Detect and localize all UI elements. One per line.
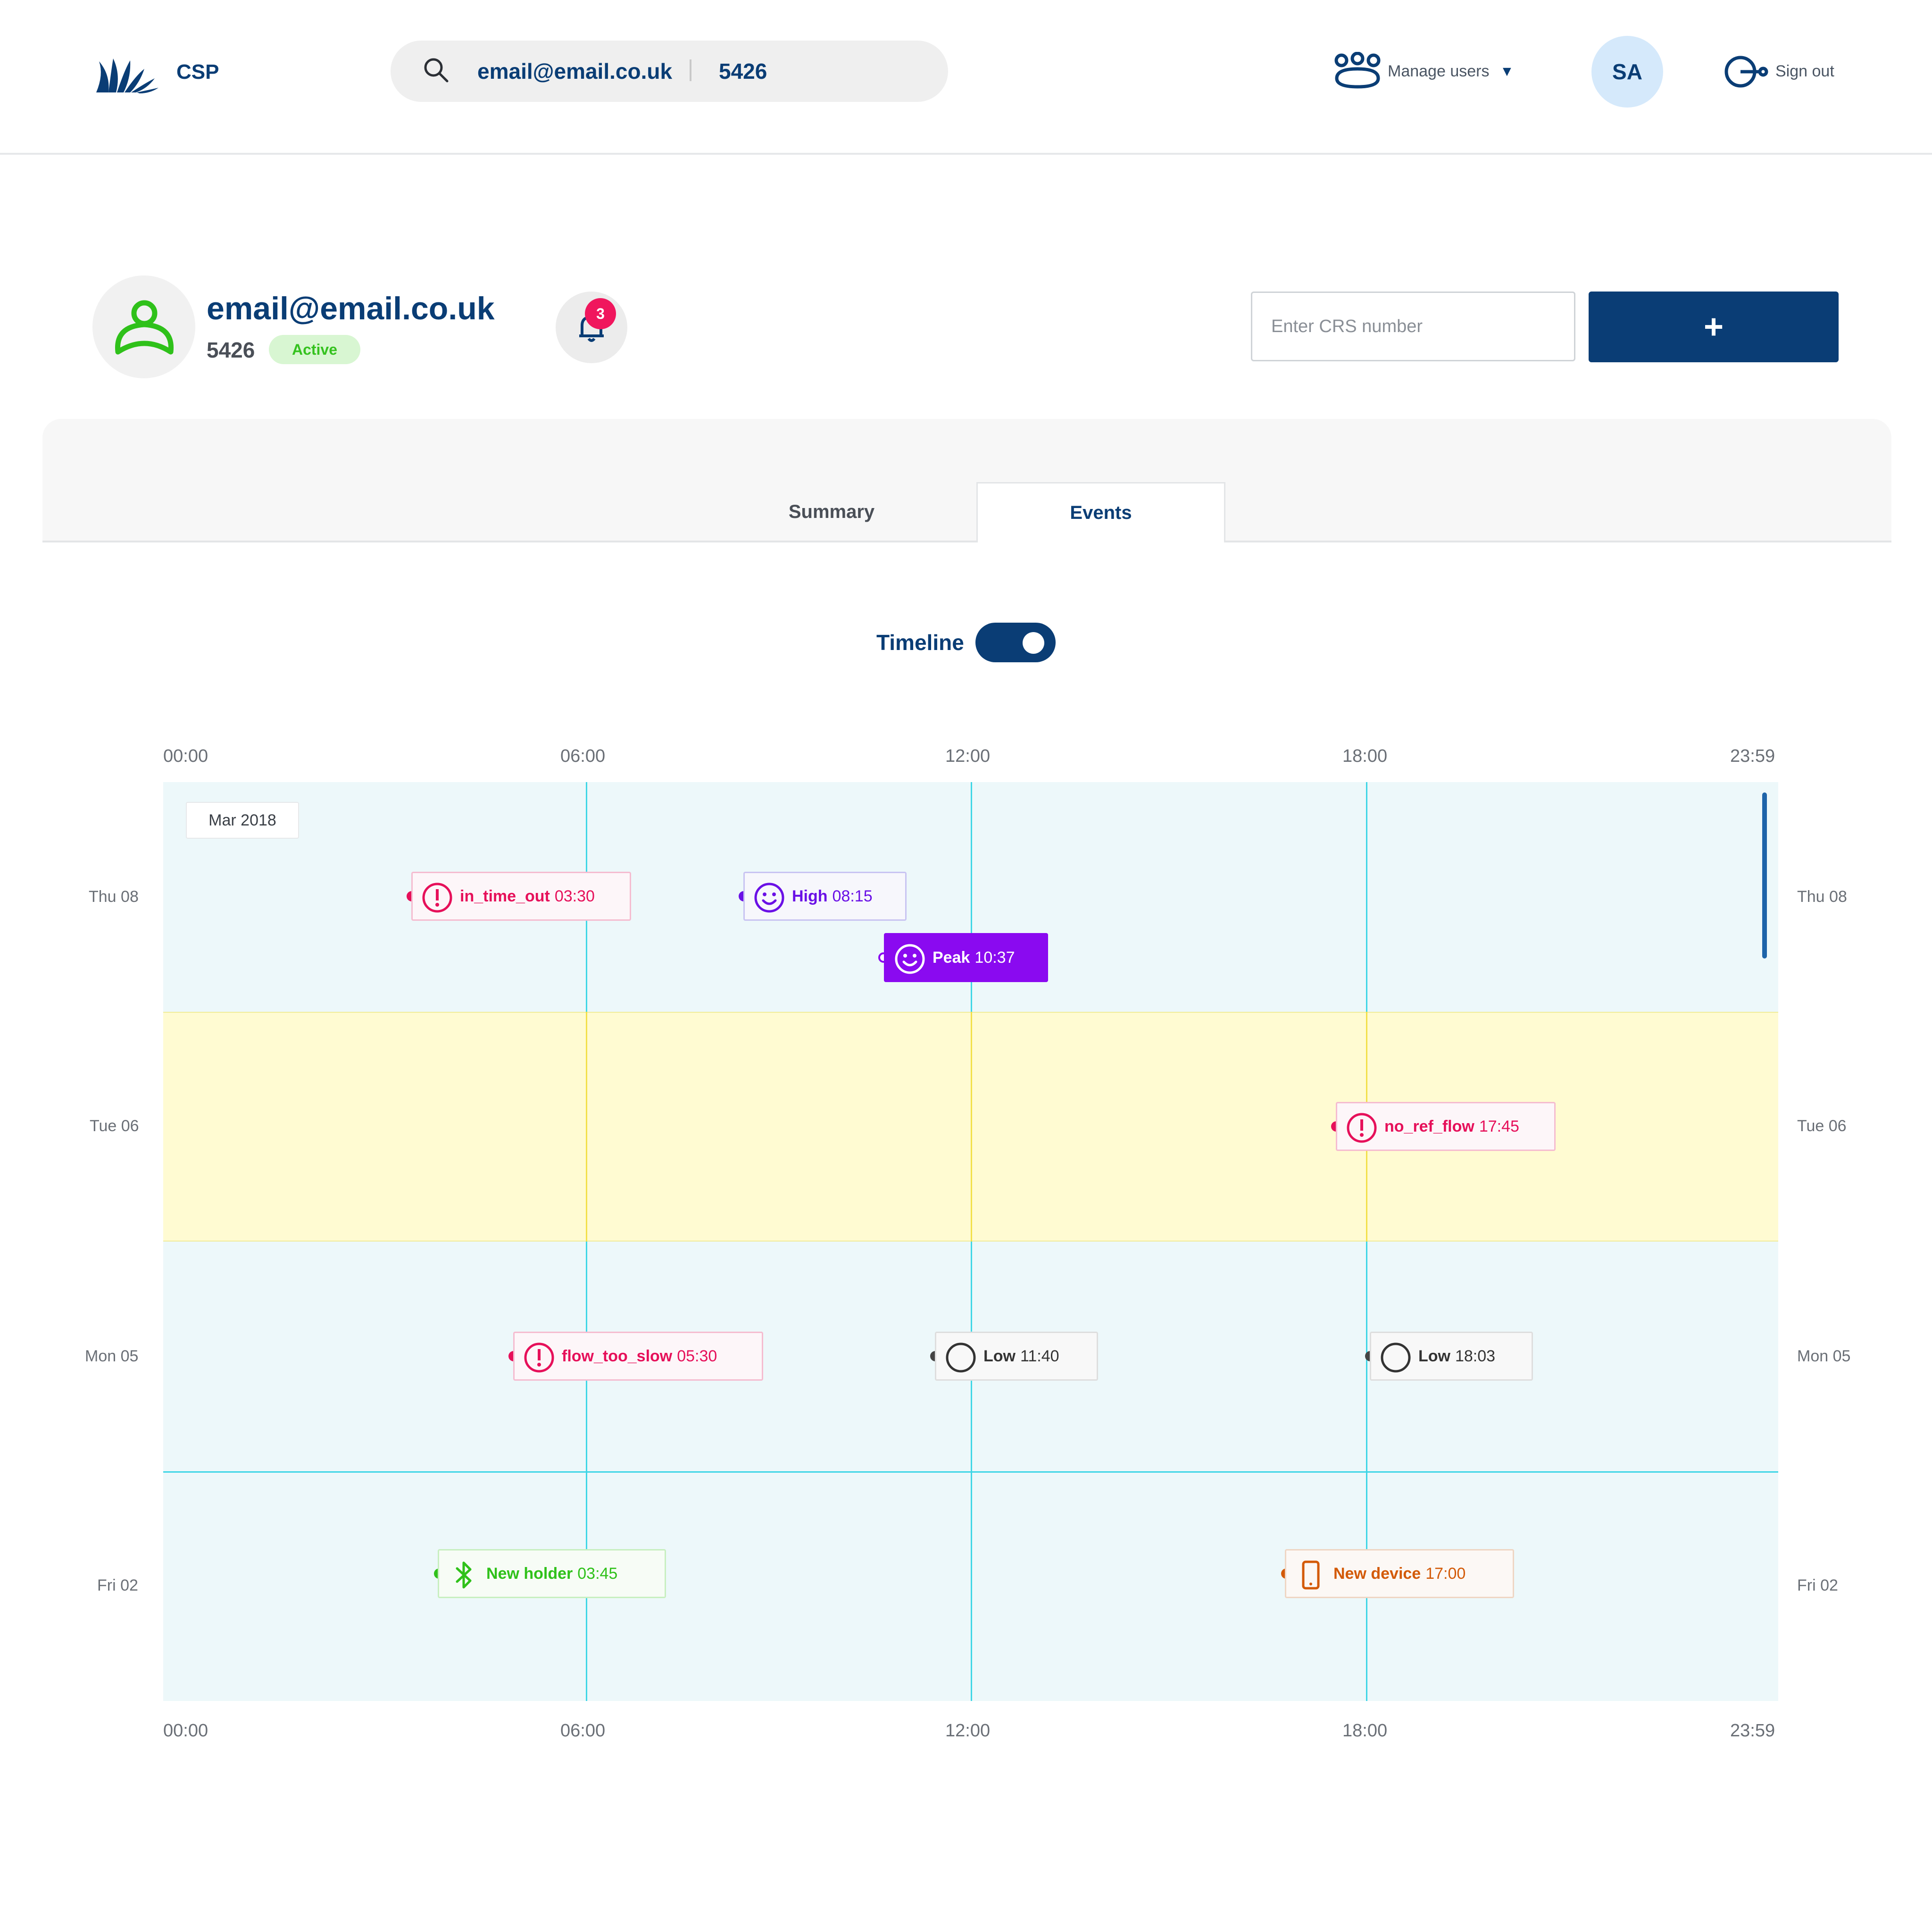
- smiley-icon: [895, 944, 925, 974]
- search-divider: [690, 59, 691, 81]
- event-chip-low[interactable]: Low 18:03: [1370, 1332, 1533, 1381]
- hour-label-bottom: 00:00: [163, 1721, 208, 1741]
- event-time: 08:15: [832, 887, 873, 905]
- day-label-right: Fri 02: [1797, 1576, 1838, 1594]
- event-name: Low: [983, 1347, 1016, 1365]
- user-icon: [115, 300, 174, 355]
- gridline-18: [1366, 782, 1367, 1701]
- manage-users-icon[interactable]: [1331, 52, 1384, 90]
- circle-icon: [1381, 1342, 1411, 1373]
- timeline-toggle-label: Timeline: [876, 630, 964, 655]
- gridline-06-highlight: [586, 1012, 587, 1242]
- event-time: 17:00: [1425, 1564, 1466, 1583]
- event-chip-new-device[interactable]: New device 17:00: [1285, 1549, 1514, 1598]
- search-id-value[interactable]: 5426: [719, 59, 767, 83]
- event-time: 17:45: [1479, 1117, 1519, 1135]
- event-name: New holder: [486, 1564, 573, 1583]
- hour-label-bottom: 18:00: [1342, 1721, 1388, 1741]
- event-name: no_ref_flow: [1384, 1117, 1474, 1135]
- hour-label-bottom: 06:00: [560, 1721, 606, 1741]
- tab-summary[interactable]: Summary: [788, 501, 875, 522]
- event-name: Low: [1418, 1347, 1450, 1365]
- event-name: in_time_out: [460, 887, 550, 905]
- event-name: flow_too_slow: [562, 1347, 673, 1365]
- tabs-panel: [42, 419, 1891, 542]
- day-label-left: Mon 05: [85, 1347, 139, 1365]
- circle-icon: [946, 1342, 976, 1373]
- hour-label-top: 06:00: [560, 746, 606, 766]
- alert-icon: [1347, 1113, 1377, 1143]
- day-label-right: Mon 05: [1797, 1347, 1851, 1365]
- brand-logo-icon[interactable]: [94, 56, 160, 93]
- event-chip-new-holder[interactable]: New holder 03:45: [438, 1549, 666, 1598]
- timeline-grid: [163, 782, 1778, 1701]
- tab-events[interactable]: Events: [976, 482, 1225, 542]
- event-name: New device: [1333, 1564, 1421, 1583]
- hour-label-top: 18:00: [1342, 746, 1388, 766]
- search-email-value[interactable]: email@email.co.uk: [477, 59, 673, 83]
- hour-label-bottom: 23:59: [1730, 1721, 1775, 1741]
- month-label: Mar 2018: [186, 802, 299, 839]
- search-icon[interactable]: [423, 57, 449, 83]
- profile-email: email@email.co.uk: [207, 291, 495, 326]
- event-chip-peak[interactable]: Peak 10:37: [884, 933, 1048, 982]
- add-crs-button[interactable]: +: [1589, 292, 1839, 362]
- hour-label-bottom: 12:00: [945, 1721, 991, 1741]
- event-chip-no-ref-flow[interactable]: no_ref_flow 17:45: [1336, 1102, 1556, 1151]
- event-chip-flow-too-slow[interactable]: flow_too_slow 05:30: [513, 1332, 763, 1381]
- hour-label-top: 12:00: [945, 746, 991, 766]
- event-chip-in-time-out[interactable]: in_time_out 03:30: [411, 872, 631, 921]
- gridline-06: [586, 782, 587, 1701]
- notification-count-badge: 3: [585, 298, 616, 329]
- timeline-toggle-knob[interactable]: [1023, 632, 1044, 654]
- gridline-12-highlight: [971, 1012, 972, 1242]
- sign-out-icon[interactable]: [1724, 54, 1769, 90]
- event-chip-high[interactable]: High 08:15: [743, 872, 907, 921]
- user-avatar[interactable]: SA: [1591, 36, 1663, 108]
- event-name: High: [792, 887, 828, 905]
- event-time: 05:30: [677, 1347, 717, 1365]
- global-search-bar[interactable]: [391, 41, 948, 102]
- gridline-12: [971, 782, 972, 1701]
- brand-name: CSP: [176, 60, 219, 83]
- bluetooth-icon: [456, 1561, 472, 1589]
- event-name: Peak: [933, 948, 970, 967]
- manage-users-label[interactable]: Manage users: [1388, 62, 1490, 80]
- sign-out-button[interactable]: Sign out: [1775, 62, 1834, 80]
- phone-icon: [1302, 1560, 1320, 1590]
- hour-label-top: 00:00: [163, 746, 208, 766]
- day-label-left: Fri 02: [97, 1576, 138, 1594]
- smiley-icon: [754, 883, 784, 913]
- event-time: 03:30: [554, 887, 595, 905]
- timeline-scrollbar[interactable]: [1762, 792, 1767, 959]
- event-time: 18:03: [1455, 1347, 1496, 1365]
- day-label-left: Thu 08: [89, 888, 139, 906]
- alert-icon: [422, 883, 452, 913]
- hour-label-top: 23:59: [1730, 746, 1775, 766]
- event-time: 11:40: [1020, 1347, 1059, 1365]
- day-label-left: Tue 06: [90, 1117, 139, 1135]
- event-time: 03:45: [577, 1564, 618, 1583]
- status-badge: Active: [269, 335, 360, 364]
- day-label-right: Tue 06: [1797, 1117, 1847, 1135]
- profile-id: 5426: [207, 338, 255, 362]
- event-time: 10:37: [974, 948, 1015, 967]
- alert-icon: [524, 1342, 554, 1373]
- event-chip-low[interactable]: Low 11:40: [935, 1332, 1098, 1381]
- crs-number-input[interactable]: [1251, 292, 1575, 361]
- day-label-right: Thu 08: [1797, 888, 1847, 906]
- chevron-down-icon[interactable]: ▼: [1500, 64, 1514, 79]
